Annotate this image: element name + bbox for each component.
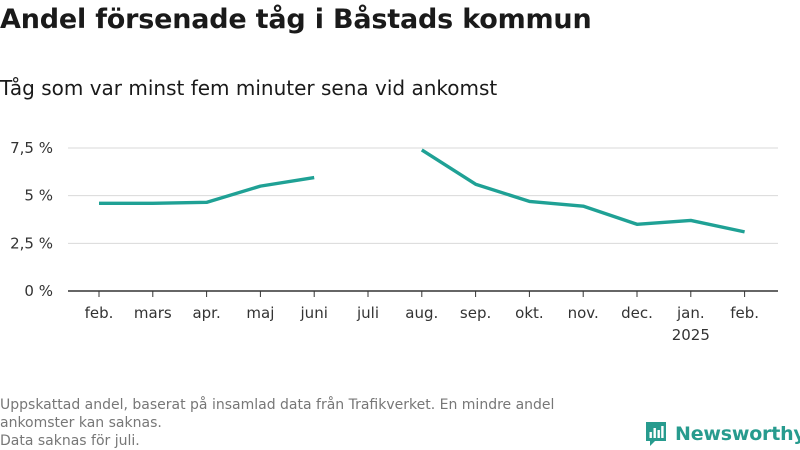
x-tick-label: apr. (192, 304, 220, 322)
x-tick-label: jan. (676, 304, 705, 322)
x-tick-label: sep. (460, 304, 491, 322)
x-tick-label: okt. (515, 304, 544, 322)
x-tick-label: feb. (730, 304, 759, 322)
x-tick-label: juni (300, 304, 328, 322)
series-line-segment (99, 175, 315, 205)
series-lines (99, 148, 745, 234)
x-tick-label: nov. (568, 304, 599, 322)
footnote-line-1: Uppskattad andel, baserat på insamlad da… (0, 397, 555, 413)
x-tick-label: feb. (85, 304, 114, 322)
x-tick-label: mars (134, 304, 172, 322)
footnote-line-3: Data saknas för juli. (0, 433, 140, 449)
y-tick-label: 5 % (24, 187, 53, 205)
y-tick-label: 7,5 % (10, 139, 53, 157)
chart-subtitle: Tåg som var minst fem minuter sena vid a… (0, 76, 498, 100)
x-tick-label: dec. (621, 304, 653, 322)
logo-wordmark: Newsworthy (675, 423, 800, 445)
line-chart: 0 % 2,5 % 5 % 7,5 % feb. mars apr. maj juni juli… (10, 139, 778, 344)
newsworthy-logo-icon (646, 422, 666, 446)
y-tick-label: 2,5 % (10, 234, 53, 252)
y-axis-tick-labels: 0 % 2,5 % 5 % 7,5 % (10, 139, 53, 300)
x-tick-label: juli (356, 304, 379, 322)
x-tick-label: aug. (405, 304, 438, 322)
series-line-segment (420, 148, 745, 234)
x-tick-label: maj (246, 304, 274, 322)
chart-title: Andel försenade tåg i Båstads kommun (0, 4, 592, 35)
chart-footnote: Uppskattad andel, baserat på insamlad da… (0, 396, 630, 450)
y-tick-label: 0 % (24, 282, 53, 300)
footnote-line-2: ankomster kan saknas. (0, 415, 162, 431)
gridlines (68, 147, 778, 292)
x-tick-year-label: 2025 (672, 326, 710, 344)
x-axis-tick-labels: feb. mars apr. maj juni juli aug. sep. okt. nov. d… (85, 291, 759, 344)
newsworthy-logo: Newsworthy (644, 420, 800, 448)
